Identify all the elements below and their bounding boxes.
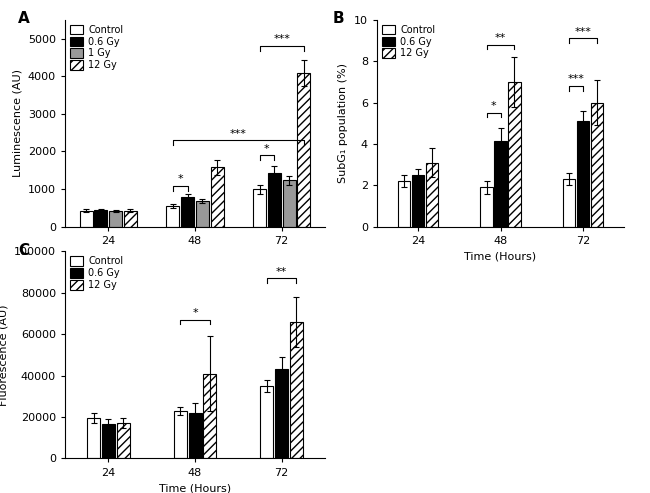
Text: ***: *** [230,129,247,139]
Bar [275,369,288,458]
Bar [412,175,424,227]
Text: *: * [264,143,270,154]
X-axis label: Time (Hours): Time (Hours) [159,483,231,493]
Bar [188,413,202,458]
Text: B: B [333,11,344,27]
Bar [166,206,179,227]
Y-axis label: Fluorescence (AU): Fluorescence (AU) [0,304,8,406]
Y-axis label: Luminescence (AU): Luminescence (AU) [12,69,22,177]
Text: ***: *** [575,27,592,36]
Bar [480,187,493,227]
Bar [261,386,274,458]
Text: A: A [18,11,30,27]
Bar [426,163,438,227]
Bar [268,173,281,227]
X-axis label: Time (Hours): Time (Hours) [465,251,536,261]
Text: ***: *** [273,35,290,44]
Bar [297,73,310,227]
Text: *: * [177,175,183,184]
Bar [253,189,266,227]
Bar [211,167,224,227]
Legend: Control, 0.6 Gy, 12 Gy: Control, 0.6 Gy, 12 Gy [378,21,439,62]
Bar [94,210,107,227]
Bar [174,411,187,458]
Text: *: * [491,101,497,111]
Bar [495,141,507,227]
Bar [124,211,137,227]
Y-axis label: SubG₁ population (%): SubG₁ population (%) [339,63,348,183]
Text: **: ** [495,33,506,43]
Bar [181,197,194,227]
Bar [283,180,296,227]
Bar [102,424,115,458]
Bar [591,103,603,227]
Bar [508,82,521,227]
Text: **: ** [276,267,287,277]
Bar [563,179,575,227]
Bar [109,211,122,227]
Bar [196,201,209,227]
Legend: Control, 0.6 Gy, 12 Gy: Control, 0.6 Gy, 12 Gy [66,252,127,294]
Text: C: C [18,243,29,258]
Bar [398,181,410,227]
Bar [116,423,129,458]
Bar [577,121,589,227]
Text: *: * [192,308,198,318]
Legend: Control, 0.6 Gy, 1 Gy, 12 Gy: Control, 0.6 Gy, 1 Gy, 12 Gy [66,21,127,74]
Bar [290,322,303,458]
X-axis label: Time (Hours): Time (Hours) [159,251,231,261]
Bar [87,418,100,458]
Bar [80,211,93,227]
Text: ***: *** [567,74,584,84]
Bar [203,374,216,458]
